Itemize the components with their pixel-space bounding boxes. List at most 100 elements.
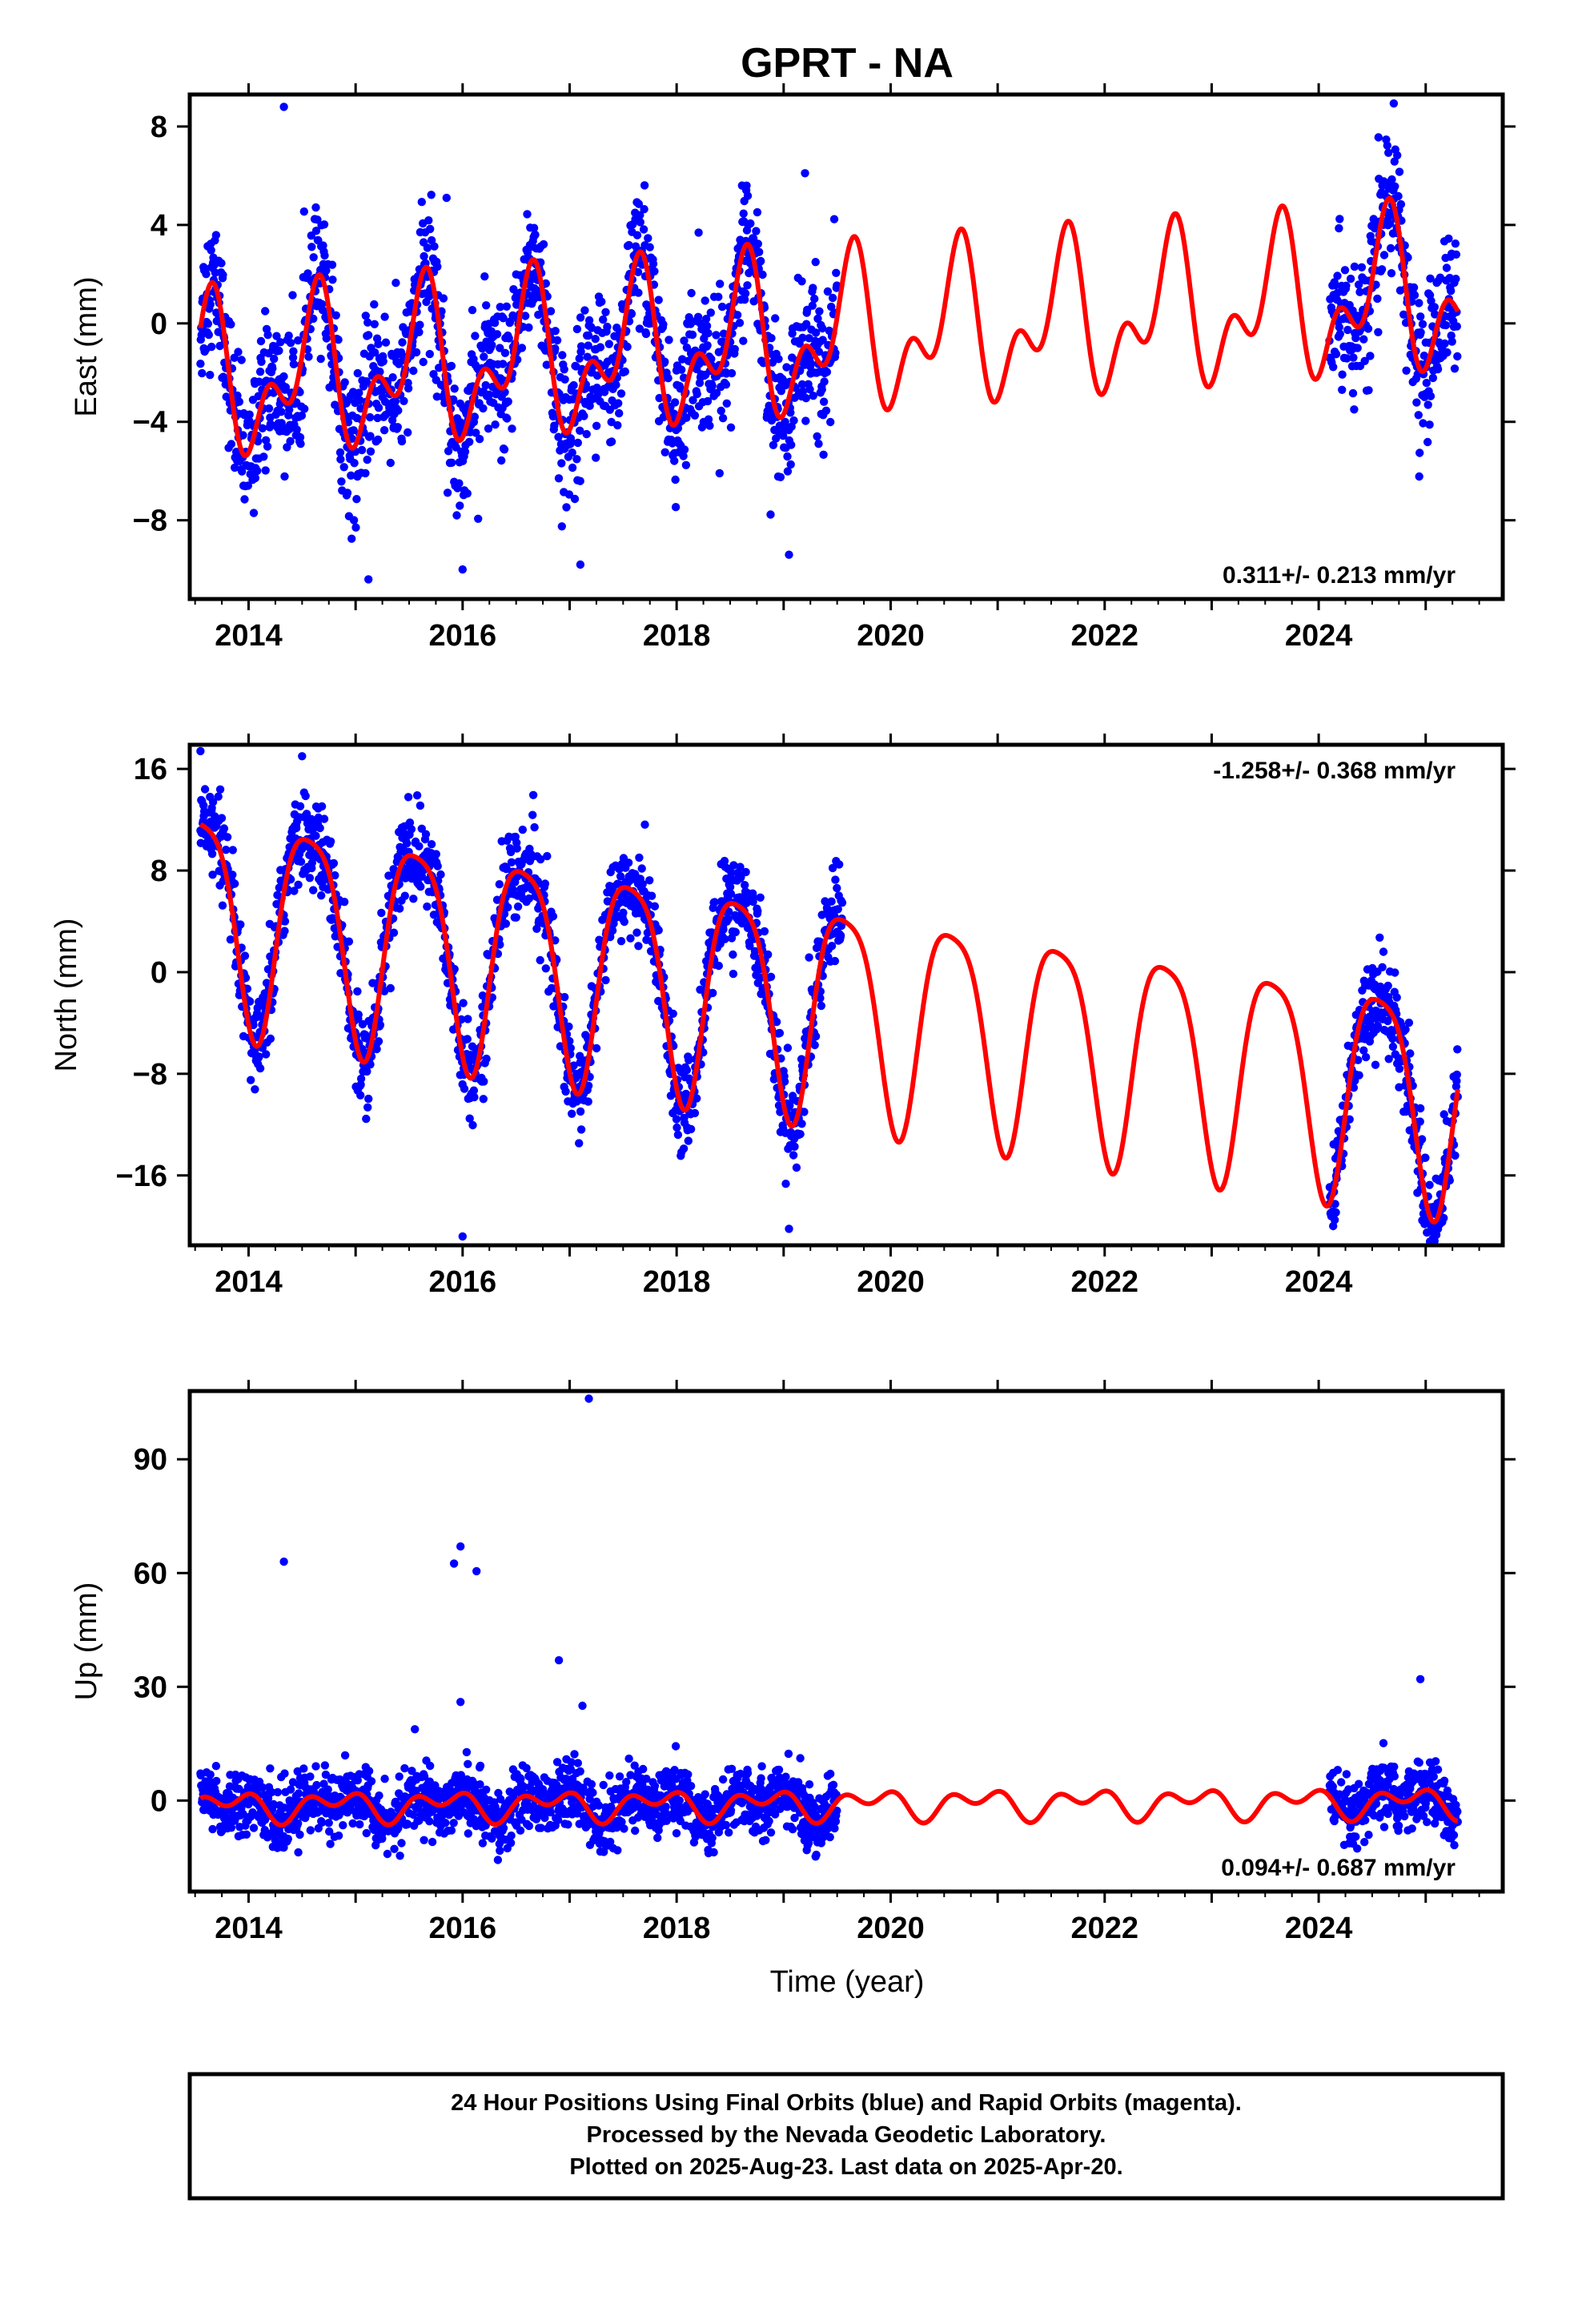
position-point <box>1403 253 1412 262</box>
position-point <box>326 1839 335 1848</box>
position-point <box>386 458 395 468</box>
position-point <box>350 459 359 468</box>
outlier-point <box>576 560 585 569</box>
position-point <box>1349 353 1358 362</box>
position-point <box>832 268 841 277</box>
position-point <box>243 481 252 490</box>
position-point <box>1423 437 1432 447</box>
position-point <box>588 1788 597 1797</box>
position-point <box>506 1839 516 1848</box>
position-point <box>708 381 717 391</box>
y-axis-label: North (mm) <box>50 918 83 1072</box>
position-point <box>255 1063 265 1073</box>
position-point <box>397 1839 406 1848</box>
position-point <box>604 340 613 348</box>
position-point <box>548 412 558 421</box>
position-point <box>266 1034 275 1043</box>
position-point <box>391 279 400 287</box>
position-point <box>733 311 742 320</box>
position-point <box>503 414 512 423</box>
position-point <box>641 329 651 339</box>
position-point <box>539 239 548 249</box>
position-point <box>1387 175 1396 184</box>
position-point <box>226 935 235 944</box>
position-point <box>1377 265 1387 274</box>
position-point <box>817 324 827 333</box>
position-point <box>1387 269 1396 278</box>
position-point <box>684 1136 693 1145</box>
position-point <box>789 416 798 425</box>
position-point <box>499 1823 508 1832</box>
position-point <box>245 410 254 419</box>
position-point <box>512 913 520 922</box>
position-point <box>1385 219 1395 228</box>
position-point <box>353 368 362 378</box>
position-point <box>428 1837 437 1847</box>
position-point <box>680 445 689 454</box>
position-point <box>497 456 506 465</box>
position-point <box>468 306 477 315</box>
position-point <box>801 394 810 403</box>
position-point <box>659 320 668 329</box>
position-point <box>1451 1151 1460 1160</box>
position-point <box>686 1124 696 1134</box>
position-point <box>1371 1060 1380 1069</box>
position-point <box>584 316 594 325</box>
position-point <box>500 445 509 454</box>
position-point <box>1350 262 1359 271</box>
position-point <box>1416 1104 1425 1113</box>
position-point <box>462 1747 472 1757</box>
position-point <box>323 1785 332 1794</box>
position-point <box>370 300 379 309</box>
position-point <box>1391 968 1399 977</box>
position-point <box>1383 141 1392 150</box>
position-point <box>1333 271 1342 280</box>
position-point <box>379 987 389 996</box>
position-point <box>755 247 764 256</box>
position-point <box>254 392 263 400</box>
position-point <box>815 307 824 316</box>
position-point <box>546 307 556 316</box>
position-point <box>436 870 445 879</box>
position-point <box>703 396 713 406</box>
outlier-point <box>785 1224 793 1233</box>
position-point <box>331 400 339 409</box>
position-point <box>1452 322 1462 331</box>
position-point <box>344 937 354 946</box>
position-point <box>433 262 442 271</box>
position-point <box>480 1077 488 1086</box>
position-point <box>689 396 697 404</box>
position-point <box>576 1767 584 1776</box>
position-point <box>405 818 415 827</box>
position-point <box>253 466 262 476</box>
position-point <box>680 336 689 345</box>
position-point <box>620 367 629 376</box>
position-point <box>356 1091 365 1100</box>
position-point <box>371 348 379 357</box>
position-point <box>1406 1049 1415 1058</box>
position-point <box>208 870 217 879</box>
y-tick-label: 8 <box>151 854 167 888</box>
outlier-point <box>298 752 307 761</box>
position-point <box>1351 333 1360 343</box>
position-point <box>1386 243 1395 253</box>
position-point <box>746 219 755 228</box>
y-tick-label: −16 <box>116 1160 167 1193</box>
position-point <box>813 432 821 441</box>
position-point <box>231 463 239 472</box>
position-point <box>591 335 600 344</box>
position-point <box>236 920 245 929</box>
position-point <box>727 368 737 378</box>
position-point <box>792 1163 801 1172</box>
position-point <box>331 311 340 320</box>
position-point <box>827 302 836 312</box>
position-point <box>1394 191 1403 201</box>
position-point <box>557 459 566 468</box>
position-point <box>1335 329 1345 339</box>
position-point <box>215 785 225 794</box>
position-point <box>693 312 703 321</box>
position-point <box>821 406 831 415</box>
position-point <box>420 1835 428 1844</box>
